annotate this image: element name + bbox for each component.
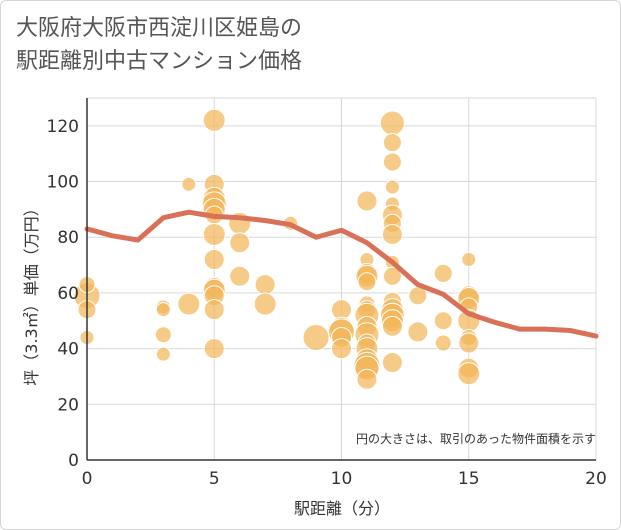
data-point [357,272,377,292]
bubble-series [73,108,481,390]
data-point [155,302,171,318]
data-point [381,223,403,245]
data-point [202,108,226,132]
data-point [253,292,277,316]
data-point [254,274,276,296]
data-point [203,249,225,271]
data-point [302,323,330,351]
chart-title: 大阪府大阪市西淀川区姫島の 駅距離別中古マンション価格 [16,16,303,74]
data-point [433,311,453,331]
y-tick-label: 40 [57,340,79,360]
y-tick-label: 120 [47,117,79,137]
data-point [382,266,402,286]
y-tick-label: 60 [57,284,79,304]
y-tick-label: 20 [57,395,79,415]
y-tick-label: 0 [68,451,79,471]
data-point [381,352,403,374]
data-point [203,299,225,321]
data-point [229,232,251,254]
data-point [457,362,481,386]
x-tick-label: 10 [331,469,353,489]
data-point [458,332,480,354]
x-tick-label: 0 [82,469,93,489]
trend-line [84,209,599,339]
data-point [433,263,453,283]
data-point [382,152,402,172]
data-point [229,265,251,287]
data-point [379,110,405,136]
data-point [382,133,402,153]
x-tick-label: 20 [585,469,607,489]
data-point [155,346,171,362]
data-point [203,338,225,360]
data-point [177,292,201,316]
y-tick-label: 100 [47,173,79,193]
data-point [407,321,429,343]
data-point [356,190,378,212]
x-tick-label: 15 [458,469,480,489]
data-point [461,252,477,268]
y-axis-label: 坪（3.3㎡）単価（万円） [22,200,41,385]
trend-line-group [84,209,599,339]
data-point [384,179,400,195]
data-point [381,315,403,337]
x-axis-label: 駅距離（分） [294,499,390,518]
size-note: 円の大きさは、取引のあった物件面積を示す [356,431,596,446]
data-point [154,326,172,344]
axes [86,98,596,461]
y-tick-label: 80 [57,228,79,248]
data-point [331,338,352,360]
data-point [181,176,197,192]
data-point [356,368,378,390]
data-point [434,334,452,352]
x-tick-label: 5 [209,469,220,489]
data-point [202,222,226,246]
grid-lines [86,97,597,461]
tick-labels: 0 20 40 60 80 100 120 0 5 10 15 20 [47,117,607,489]
